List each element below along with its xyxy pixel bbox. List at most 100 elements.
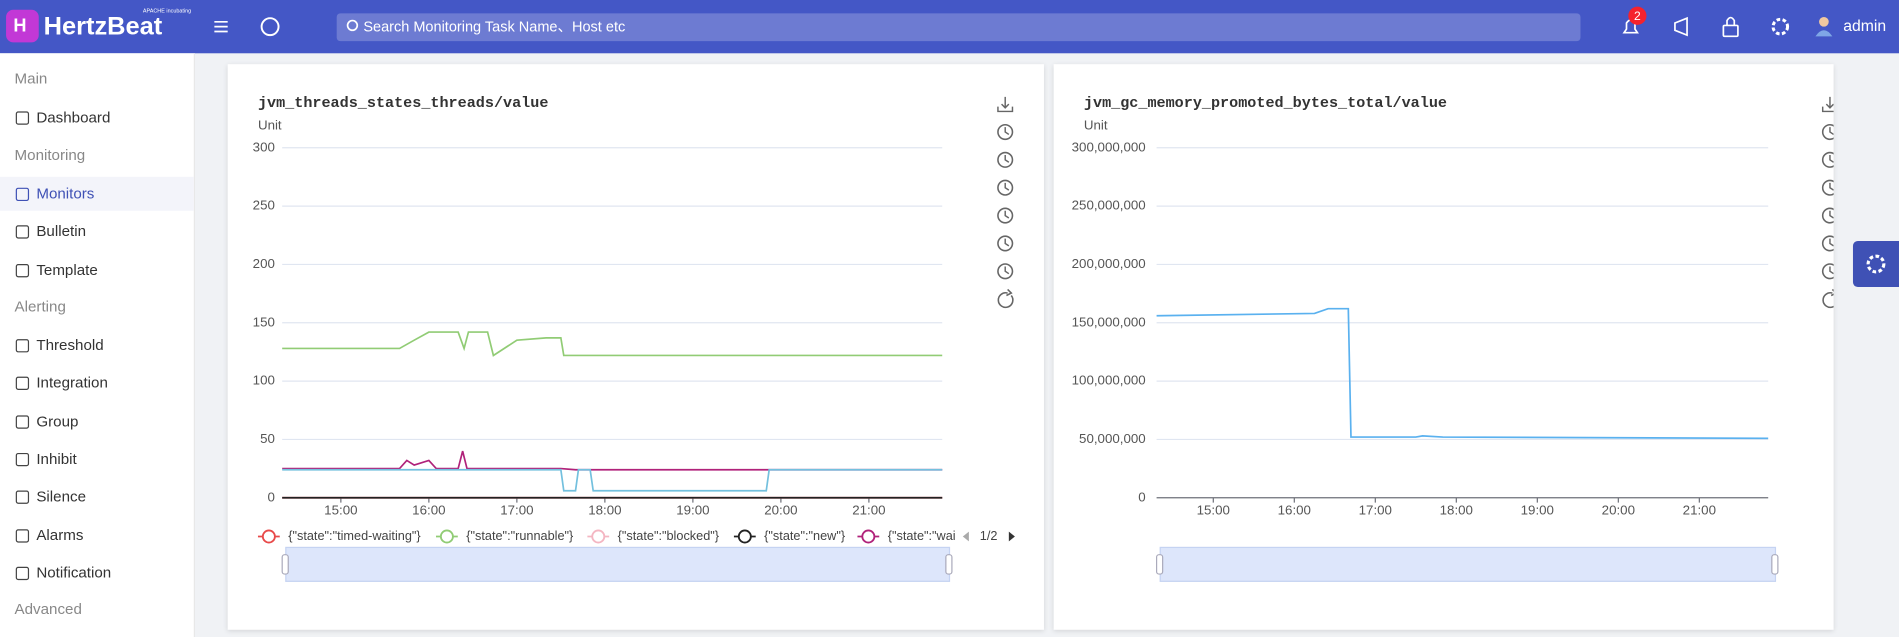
x-tick-label: 17:00 [1359,503,1392,518]
section-title: Main [15,70,48,87]
nav-label: Alarms [36,518,83,552]
nav-label: Threshold [36,328,103,362]
legend-label: {"state":"timed-waiting"} [288,528,421,543]
y-tick-label: 300 [253,139,275,154]
chart-title: jvm_gc_memory_promoted_bytes_total/value [1084,94,1447,112]
nav-item[interactable]: Template [0,253,194,287]
time-range-icon[interactable] [1823,208,1834,223]
download-icon[interactable] [998,97,1013,112]
header: H HertzBeat APACHE incubating Search Mon… [0,0,1899,53]
menu-toggle[interactable] [214,22,227,32]
avatar-body [1815,30,1832,36]
series-line [282,451,942,470]
x-tick-label: 21:00 [852,503,885,518]
legend-marker [592,530,604,542]
y-tick-label: 50 [260,431,275,446]
zoom-slider[interactable] [1160,547,1775,581]
legend-prev[interactable] [963,532,969,542]
nav-item[interactable]: Integration [0,366,194,400]
clock-hand [1830,155,1834,162]
nav-item[interactable]: Monitors [0,177,194,211]
section-title: Advanced [15,601,82,618]
nav-item[interactable]: Bulletin [0,215,194,249]
logo-mark: H [13,15,26,35]
series-line [1157,309,1769,439]
zoom-handle[interactable] [946,555,952,574]
nav-label: Notification [36,556,111,590]
nav-label: Bulletin [36,215,86,249]
nav-item[interactable]: Notification [0,556,194,590]
legend-next[interactable] [1009,532,1015,542]
x-tick-label: 16:00 [1278,503,1311,518]
x-tick-label: 15:00 [324,503,357,518]
lock-icon[interactable] [1723,25,1738,36]
lock-shackle [1727,18,1734,26]
user-name[interactable]: admin [1843,18,1886,35]
avatar-head[interactable] [1819,17,1829,27]
legend-item[interactable]: {"state":"timed-waiting"} [258,528,421,543]
y-tick-label: 300,000,000 [1072,139,1146,154]
github-icon[interactable] [262,18,279,35]
legend-item[interactable]: {"state":"runnable"} [436,528,574,543]
chart-card: jvm_gc_memory_promoted_bytes_total/value… [1054,64,1834,630]
legend-item[interactable]: {"state":"new"} [734,528,846,543]
legend-page: 1/2 [980,528,998,543]
x-tick-label: 18:00 [588,503,621,518]
nav-item[interactable]: Inhibit [0,442,194,476]
y-tick-label: 250 [253,198,275,213]
legend-marker [739,530,751,542]
nav-item[interactable]: Threshold [0,328,194,362]
x-tick-label: 17:00 [500,503,533,518]
clock-hand [1830,127,1834,134]
legend-label: {"state":"new"} [764,528,846,543]
clock-hand [1005,127,1009,134]
time-range-icon[interactable] [1823,180,1834,195]
y-tick-label: 100 [253,373,275,388]
y-tick-label: 200 [253,256,275,271]
nav-item[interactable]: Group [0,404,194,438]
logo-text[interactable]: HertzBeat [44,13,163,41]
nav-icon [16,339,29,352]
zoom-slider[interactable] [286,547,950,581]
zoom-handle[interactable] [1157,555,1163,574]
chart: jvm_threads_states_threads/valueUnit0501… [228,64,1044,630]
zoom-handle[interactable] [1772,555,1778,574]
legend-marker [263,530,275,542]
clock-hand [1830,266,1834,273]
x-tick-label: 20:00 [764,503,797,518]
sidebar: MainDashboardMonitoringMonitorsBulletinT… [0,53,195,637]
nav-item[interactable]: Silence [0,480,194,514]
nav-label: Silence [36,480,86,514]
clock-hand [1830,183,1834,190]
legend-item[interactable]: {"state":"wai [857,528,955,543]
time-range-icon[interactable] [1823,264,1834,279]
nav-item[interactable]: Dashboard [0,101,194,135]
announce-icon[interactable] [1675,18,1687,35]
legend-label: {"state":"blocked"} [618,528,720,543]
x-tick-label: 16:00 [412,503,445,518]
nav-icon [16,225,29,238]
download-icon[interactable] [1823,97,1834,112]
refresh-icon[interactable] [1823,289,1834,307]
legend-label: {"state":"wai [888,528,956,543]
zoom-handle[interactable] [282,555,288,574]
nav-label: Inhibit [36,442,76,476]
series-line [282,332,942,355]
legend-item[interactable]: {"state":"blocked"} [587,528,719,543]
theme-settings-tab[interactable] [1853,241,1899,287]
nav-label: Template [36,253,97,287]
x-tick-label: 19:00 [676,503,709,518]
clock-hand [1005,211,1009,218]
nav-icon [16,415,29,428]
clock-hand [1005,266,1009,273]
refresh-icon[interactable] [998,289,1013,307]
nav-item[interactable]: Alarms [0,518,194,552]
settings-icon[interactable] [1773,19,1788,34]
nav-icon [16,188,29,201]
time-range-icon[interactable] [1823,236,1834,251]
x-tick-label: 20:00 [1602,503,1635,518]
time-range-icon[interactable] [1823,153,1834,168]
y-tick-label: 150,000,000 [1072,314,1146,329]
time-range-icon[interactable] [1823,125,1834,140]
